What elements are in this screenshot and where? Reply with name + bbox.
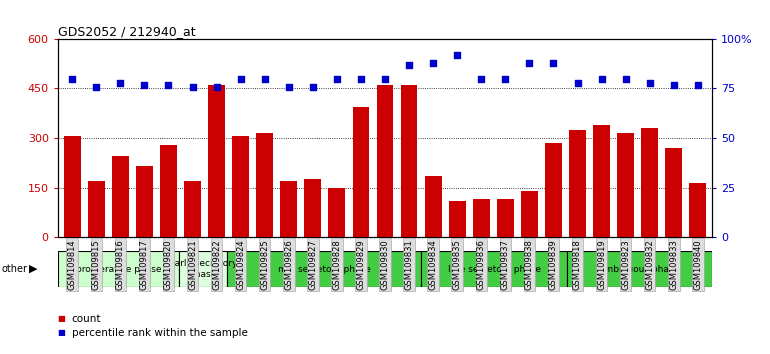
Bar bbox=[280, 181, 297, 237]
Text: GSM109817: GSM109817 bbox=[140, 239, 149, 290]
Point bbox=[644, 80, 656, 85]
Point bbox=[524, 60, 536, 65]
Bar bbox=[179, 251, 227, 287]
Point bbox=[139, 82, 151, 87]
Bar bbox=[618, 133, 634, 237]
Text: GSM109816: GSM109816 bbox=[116, 239, 125, 290]
Point bbox=[162, 82, 175, 87]
Point bbox=[475, 76, 487, 81]
Point bbox=[90, 84, 102, 89]
Text: count: count bbox=[72, 314, 101, 324]
Text: GSM109839: GSM109839 bbox=[549, 239, 558, 290]
Bar bbox=[233, 136, 249, 237]
Point bbox=[668, 82, 680, 87]
Bar bbox=[256, 133, 273, 237]
Text: early secretory
phase: early secretory phase bbox=[169, 259, 237, 279]
Text: GSM109818: GSM109818 bbox=[573, 239, 582, 290]
Text: ambiguous phase: ambiguous phase bbox=[600, 264, 680, 274]
Point bbox=[330, 76, 343, 81]
Text: GSM109822: GSM109822 bbox=[212, 239, 221, 290]
Point bbox=[379, 76, 391, 81]
Bar bbox=[208, 85, 225, 237]
Point bbox=[283, 84, 295, 89]
Point bbox=[571, 80, 584, 85]
Bar bbox=[304, 179, 321, 237]
Point bbox=[691, 82, 704, 87]
Text: GSM109832: GSM109832 bbox=[645, 239, 654, 290]
Bar bbox=[421, 251, 567, 287]
Text: GSM109820: GSM109820 bbox=[164, 239, 173, 290]
Text: GSM109826: GSM109826 bbox=[284, 239, 293, 290]
Point bbox=[499, 76, 511, 81]
Bar bbox=[400, 85, 417, 237]
Text: GSM109824: GSM109824 bbox=[236, 239, 245, 290]
Bar bbox=[569, 130, 586, 237]
Bar bbox=[665, 148, 682, 237]
Text: GSM109838: GSM109838 bbox=[525, 239, 534, 290]
Bar bbox=[473, 199, 490, 237]
Bar bbox=[112, 156, 129, 237]
Text: GSM109828: GSM109828 bbox=[333, 239, 341, 290]
Bar bbox=[567, 251, 712, 287]
Text: GSM109834: GSM109834 bbox=[429, 239, 437, 290]
Bar bbox=[58, 251, 179, 287]
Text: percentile rank within the sample: percentile rank within the sample bbox=[72, 328, 247, 338]
Bar bbox=[227, 251, 421, 287]
Text: ■: ■ bbox=[58, 328, 65, 337]
Bar bbox=[160, 145, 177, 237]
Text: GSM109821: GSM109821 bbox=[188, 239, 197, 290]
Bar bbox=[521, 191, 537, 237]
Text: GSM109815: GSM109815 bbox=[92, 239, 101, 290]
Text: GSM109825: GSM109825 bbox=[260, 239, 269, 290]
Bar bbox=[689, 183, 706, 237]
Text: proliferative phase: proliferative phase bbox=[75, 264, 161, 274]
Text: GSM109823: GSM109823 bbox=[621, 239, 630, 290]
Bar bbox=[329, 188, 345, 237]
Text: GDS2052 / 212940_at: GDS2052 / 212940_at bbox=[58, 25, 196, 38]
Text: GSM109827: GSM109827 bbox=[308, 239, 317, 290]
Text: GSM109836: GSM109836 bbox=[477, 239, 486, 290]
Bar bbox=[449, 201, 466, 237]
Text: GSM109837: GSM109837 bbox=[500, 239, 510, 290]
Bar bbox=[88, 181, 105, 237]
Point bbox=[114, 80, 126, 85]
Point bbox=[186, 84, 199, 89]
Bar bbox=[425, 176, 441, 237]
Bar bbox=[136, 166, 152, 237]
Point bbox=[306, 84, 319, 89]
Text: ■: ■ bbox=[58, 314, 65, 323]
Text: GSM109831: GSM109831 bbox=[404, 239, 413, 290]
Point bbox=[427, 60, 439, 65]
Point bbox=[547, 60, 560, 65]
Text: ▶: ▶ bbox=[29, 264, 38, 274]
Bar bbox=[377, 85, 393, 237]
Text: GSM109835: GSM109835 bbox=[453, 239, 462, 290]
Text: GSM109840: GSM109840 bbox=[693, 239, 702, 290]
Text: GSM109833: GSM109833 bbox=[669, 239, 678, 290]
Text: GSM109829: GSM109829 bbox=[357, 239, 366, 290]
Bar bbox=[64, 136, 81, 237]
Point bbox=[451, 52, 464, 58]
Point bbox=[355, 76, 367, 81]
Bar bbox=[353, 107, 370, 237]
Point bbox=[66, 76, 79, 81]
Point bbox=[403, 62, 415, 68]
Bar bbox=[497, 199, 514, 237]
Text: other: other bbox=[2, 264, 28, 274]
Text: mid secretory phase: mid secretory phase bbox=[278, 264, 371, 274]
Text: GSM109819: GSM109819 bbox=[597, 239, 606, 290]
Point bbox=[234, 76, 246, 81]
Bar bbox=[641, 128, 658, 237]
Bar bbox=[545, 143, 562, 237]
Text: late secretory phase: late secretory phase bbox=[447, 264, 541, 274]
Point bbox=[595, 76, 608, 81]
Text: GSM109814: GSM109814 bbox=[68, 239, 77, 290]
Bar bbox=[184, 181, 201, 237]
Point bbox=[619, 76, 631, 81]
Point bbox=[259, 76, 271, 81]
Point bbox=[210, 84, 223, 89]
Text: GSM109830: GSM109830 bbox=[380, 239, 390, 290]
Bar bbox=[593, 125, 610, 237]
